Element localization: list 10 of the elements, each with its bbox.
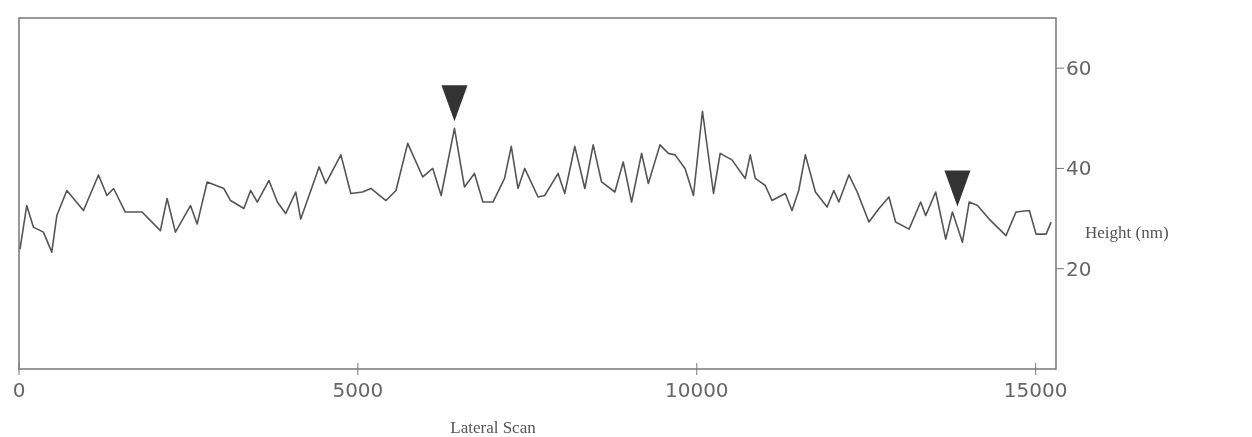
y-tick-label: 60 bbox=[1066, 56, 1092, 81]
line-series bbox=[19, 110, 1052, 253]
x-tick-label: 10000 bbox=[664, 378, 729, 402]
x-tick-label: 15000 bbox=[1003, 378, 1068, 402]
y-tick-label: 40 bbox=[1066, 156, 1092, 181]
y-axis-title: Height (nm) bbox=[1085, 223, 1169, 242]
x-axis-title: Lateral Scan bbox=[450, 418, 537, 437]
y-tick-label: 20 bbox=[1066, 256, 1092, 281]
x-tick-label: 0 bbox=[12, 378, 26, 402]
x-tick-label: 5000 bbox=[332, 378, 384, 402]
